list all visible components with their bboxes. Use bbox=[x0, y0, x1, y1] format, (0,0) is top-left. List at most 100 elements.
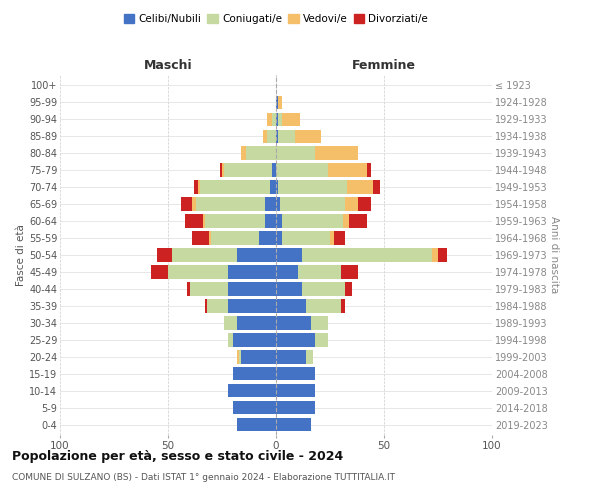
Bar bbox=[246, 146, 276, 160]
Bar bbox=[276, 266, 298, 278]
Bar bbox=[239, 350, 241, 364]
Bar bbox=[192, 232, 209, 244]
Bar bbox=[220, 164, 222, 176]
Bar bbox=[192, 198, 196, 210]
Bar bbox=[438, 248, 446, 262]
Bar bbox=[268, 130, 276, 143]
Bar bbox=[276, 96, 278, 109]
Bar bbox=[276, 180, 278, 194]
Bar bbox=[349, 214, 367, 228]
Bar bbox=[276, 316, 311, 330]
Bar bbox=[276, 334, 315, 346]
Bar bbox=[306, 350, 313, 364]
Bar bbox=[205, 300, 207, 312]
Bar bbox=[347, 180, 373, 194]
Bar bbox=[241, 146, 246, 160]
Bar bbox=[311, 316, 328, 330]
Bar bbox=[278, 180, 347, 194]
Bar bbox=[276, 282, 302, 296]
Bar bbox=[168, 266, 229, 278]
Bar bbox=[278, 130, 295, 143]
Bar bbox=[298, 266, 341, 278]
Bar bbox=[330, 232, 334, 244]
Bar bbox=[276, 130, 278, 143]
Bar bbox=[224, 316, 237, 330]
Bar bbox=[276, 232, 283, 244]
Bar bbox=[278, 96, 283, 109]
Bar bbox=[229, 266, 276, 278]
Bar bbox=[172, 248, 237, 262]
Bar bbox=[187, 282, 190, 296]
Bar bbox=[222, 164, 224, 176]
Bar bbox=[224, 164, 272, 176]
Bar bbox=[203, 214, 205, 228]
Bar bbox=[233, 334, 276, 346]
Bar bbox=[207, 300, 229, 312]
Bar bbox=[283, 112, 300, 126]
Bar bbox=[343, 214, 349, 228]
Bar bbox=[278, 112, 283, 126]
Bar bbox=[276, 214, 283, 228]
Bar bbox=[268, 112, 272, 126]
Bar bbox=[315, 146, 358, 160]
Text: Maschi: Maschi bbox=[143, 60, 193, 72]
Bar bbox=[283, 232, 330, 244]
Bar bbox=[151, 266, 168, 278]
Bar bbox=[431, 248, 438, 262]
Bar bbox=[276, 300, 306, 312]
Bar bbox=[200, 180, 269, 194]
Y-axis label: Fasce di età: Fasce di età bbox=[16, 224, 26, 286]
Bar bbox=[269, 180, 276, 194]
Bar bbox=[198, 180, 200, 194]
Bar bbox=[276, 198, 280, 210]
Bar bbox=[302, 282, 345, 296]
Bar bbox=[276, 350, 306, 364]
Bar bbox=[276, 248, 302, 262]
Bar bbox=[345, 198, 358, 210]
Bar bbox=[341, 266, 358, 278]
Bar bbox=[211, 232, 259, 244]
Bar bbox=[276, 164, 328, 176]
Bar bbox=[259, 232, 276, 244]
Bar bbox=[328, 164, 367, 176]
Bar bbox=[276, 418, 311, 432]
Bar bbox=[263, 130, 268, 143]
Bar bbox=[276, 401, 315, 414]
Bar bbox=[306, 300, 341, 312]
Bar bbox=[265, 214, 276, 228]
Bar bbox=[157, 248, 172, 262]
Bar bbox=[237, 350, 239, 364]
Text: COMUNE DI SULZANO (BS) - Dati ISTAT 1° gennaio 2024 - Elaborazione TUTTITALIA.IT: COMUNE DI SULZANO (BS) - Dati ISTAT 1° g… bbox=[12, 472, 395, 482]
Bar bbox=[334, 232, 345, 244]
Bar bbox=[367, 164, 371, 176]
Bar bbox=[185, 214, 203, 228]
Bar bbox=[341, 300, 345, 312]
Bar bbox=[276, 112, 278, 126]
Bar bbox=[194, 180, 198, 194]
Bar bbox=[283, 214, 343, 228]
Bar bbox=[302, 248, 431, 262]
Bar bbox=[233, 367, 276, 380]
Y-axis label: Anni di nascita: Anni di nascita bbox=[549, 216, 559, 294]
Text: Femmine: Femmine bbox=[352, 60, 416, 72]
Bar bbox=[373, 180, 380, 194]
Bar bbox=[209, 232, 211, 244]
Bar bbox=[229, 334, 233, 346]
Bar bbox=[229, 300, 276, 312]
Bar bbox=[276, 384, 315, 398]
Bar bbox=[272, 112, 276, 126]
Bar bbox=[181, 198, 192, 210]
Bar bbox=[237, 248, 276, 262]
Bar bbox=[295, 130, 322, 143]
Bar bbox=[280, 198, 345, 210]
Bar bbox=[233, 401, 276, 414]
Bar bbox=[315, 334, 328, 346]
Bar bbox=[241, 350, 276, 364]
Bar bbox=[272, 164, 276, 176]
Bar bbox=[196, 198, 265, 210]
Bar bbox=[229, 384, 276, 398]
Bar bbox=[358, 198, 371, 210]
Bar bbox=[237, 316, 276, 330]
Bar bbox=[205, 214, 265, 228]
Bar bbox=[345, 282, 352, 296]
